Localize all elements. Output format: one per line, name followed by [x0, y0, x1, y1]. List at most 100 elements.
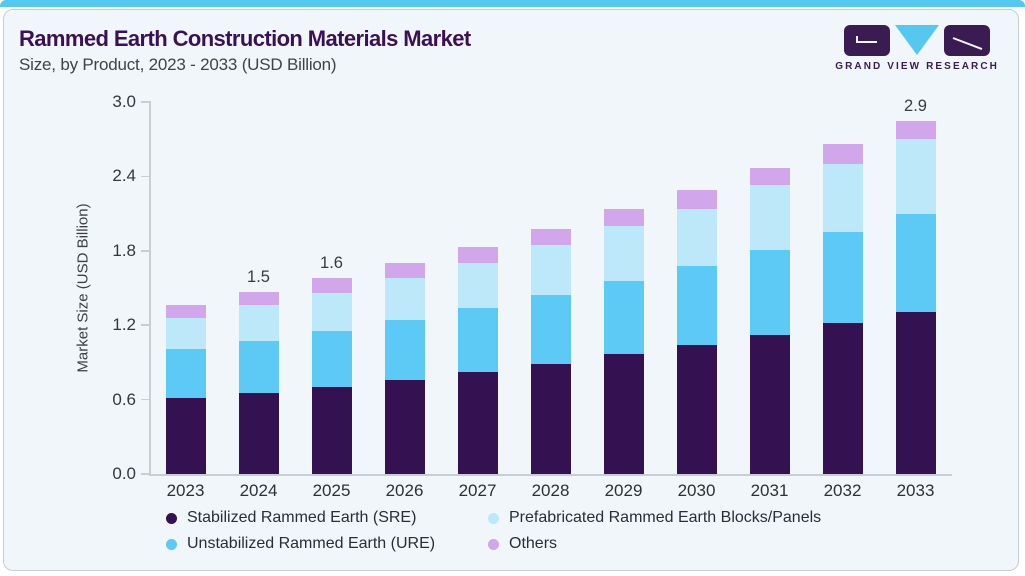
bar-segment: [457, 307, 498, 373]
bar-segment: [895, 139, 936, 214]
y-tick-label: 0.6: [112, 389, 136, 409]
x-axis-label-2033: 2033: [896, 481, 935, 500]
bar-segment: [895, 213, 936, 312]
bar-segment: [311, 387, 352, 474]
top-accent-bar: [0, 0, 1025, 7]
y-tick-mark: [141, 175, 149, 178]
bar-segment: [530, 295, 571, 364]
bar-stack: [384, 263, 425, 474]
bar-stack: [311, 278, 352, 474]
bar-segment: [676, 208, 717, 266]
bar-segment: [384, 263, 425, 279]
legend-dot-icon: [166, 538, 177, 550]
bar-segment: [749, 335, 790, 474]
x-axis-line: [149, 474, 952, 476]
bar-stack: [603, 208, 644, 474]
bar-segment: [165, 305, 206, 318]
bar-segment: [895, 311, 936, 474]
legend-dot-icon: [488, 538, 499, 550]
bar-segment: [530, 244, 571, 296]
bar-segment: [822, 164, 863, 233]
bar-stack: [530, 228, 571, 474]
bar-segment: [457, 263, 498, 308]
header: Rammed Earth Construction Materials Mark…: [19, 26, 471, 75]
bar-segment: [749, 249, 790, 336]
legend-label: Unstabilized Rammed Earth (URE): [187, 535, 436, 552]
bar-segment: [822, 232, 863, 323]
y-tick-mark: [141, 324, 149, 326]
bar-segment: [749, 185, 790, 250]
legend-item: Stabilized Rammed Earth (SRE): [166, 509, 488, 527]
bar-group-2024: 1.5: [222, 102, 295, 474]
bar-segment: [822, 322, 863, 474]
bar-segment: [384, 379, 425, 474]
bar-group-2030: [660, 102, 733, 474]
bar-segment: [603, 353, 644, 474]
legend-dot-icon: [166, 512, 177, 524]
bar-segment: [457, 247, 498, 264]
logo-v-triangle-icon: [895, 25, 940, 55]
x-axis-label-2026: 2026: [385, 481, 424, 500]
y-tick-label: 2.4: [112, 166, 136, 186]
legend-item: Others: [488, 535, 821, 553]
legend-label: Prefabricated Rammed Earth Blocks/Panels: [509, 509, 822, 526]
bar-segment: [603, 208, 644, 227]
legend-item: Prefabricated Rammed Earth Blocks/Panels: [488, 509, 821, 527]
bar-total-label: 2.9: [904, 96, 927, 115]
bar-segment: [311, 331, 352, 388]
x-axis-label-2031: 2031: [750, 481, 789, 500]
gvr-logo: GRAND VIEW RESEARCH: [835, 25, 999, 72]
bar-group-2027: [441, 102, 514, 474]
y-axis-title: Market Size (USD Billion): [74, 203, 92, 373]
logo-wordmark: GRAND VIEW RESEARCH: [835, 61, 999, 72]
bar-group-2033: 2.9: [879, 97, 952, 474]
x-axis-label-2028: 2028: [531, 481, 570, 500]
x-axis-label-2025: 2025: [312, 481, 351, 500]
bar-segment: [530, 363, 571, 474]
bar-segment: [530, 228, 571, 245]
y-tick-mark: [141, 473, 149, 475]
bar-stack: [457, 247, 498, 474]
bar-segment: [238, 393, 279, 474]
x-axis-label-2027: 2027: [458, 481, 497, 500]
x-axis-labels: 2023 2024 2025 2026 2027 2028 2029 2030 2031 2032…: [149, 481, 952, 501]
bar-segment: [749, 167, 790, 186]
bar-segment: [238, 305, 279, 342]
gvr-logo-marks: [844, 25, 991, 56]
bar-segment: [384, 278, 425, 321]
stacked-bar-chart: Market Size (USD Billion) 0.0 0.6 1.2 1.8 2.…: [4, 10, 1020, 572]
bar-group-2028: [514, 102, 587, 474]
bar-stack: [238, 291, 279, 474]
y-tick-mark: [141, 101, 149, 103]
y-tick-label: 1.8: [112, 240, 136, 260]
bar-group-2025: 1.6: [295, 102, 368, 474]
bar-stack: [165, 305, 206, 474]
bar-segment: [822, 144, 863, 165]
x-axis-label-2024: 2024: [239, 481, 278, 500]
page-subtitle: Size, by Product, 2023 - 2033 (USD Billi…: [19, 55, 337, 74]
bar-segment: [676, 190, 717, 209]
bar-stack: [749, 167, 790, 474]
x-axis-label-2023: 2023: [166, 481, 205, 500]
bar-stack: [895, 120, 936, 474]
bar-segment: [165, 398, 206, 474]
bar-segment: [165, 348, 206, 399]
bar-group-2032: [806, 102, 879, 474]
logo-g-block-icon: [844, 25, 891, 56]
bar-stack: [822, 144, 863, 474]
bar-total-label: 1.6: [320, 254, 343, 273]
y-tick-label: 1.2: [112, 315, 136, 335]
bar-segment: [676, 265, 717, 346]
y-axis-line: [149, 101, 151, 475]
bar-segment: [603, 280, 644, 354]
legend-label: Others: [509, 535, 558, 552]
bar-segment: [457, 372, 498, 474]
x-axis-label-2030: 2030: [677, 481, 716, 500]
bar-group-2026: [368, 102, 441, 474]
y-tick-label: 3.0: [112, 92, 136, 111]
bar-total-label: 1.5: [247, 267, 270, 286]
y-tick-label: 0.0: [112, 464, 136, 483]
chart-card: Rammed Earth Construction Materials Mark…: [3, 9, 1019, 571]
bar-segment: [165, 317, 206, 349]
bar-segment: [311, 292, 352, 332]
